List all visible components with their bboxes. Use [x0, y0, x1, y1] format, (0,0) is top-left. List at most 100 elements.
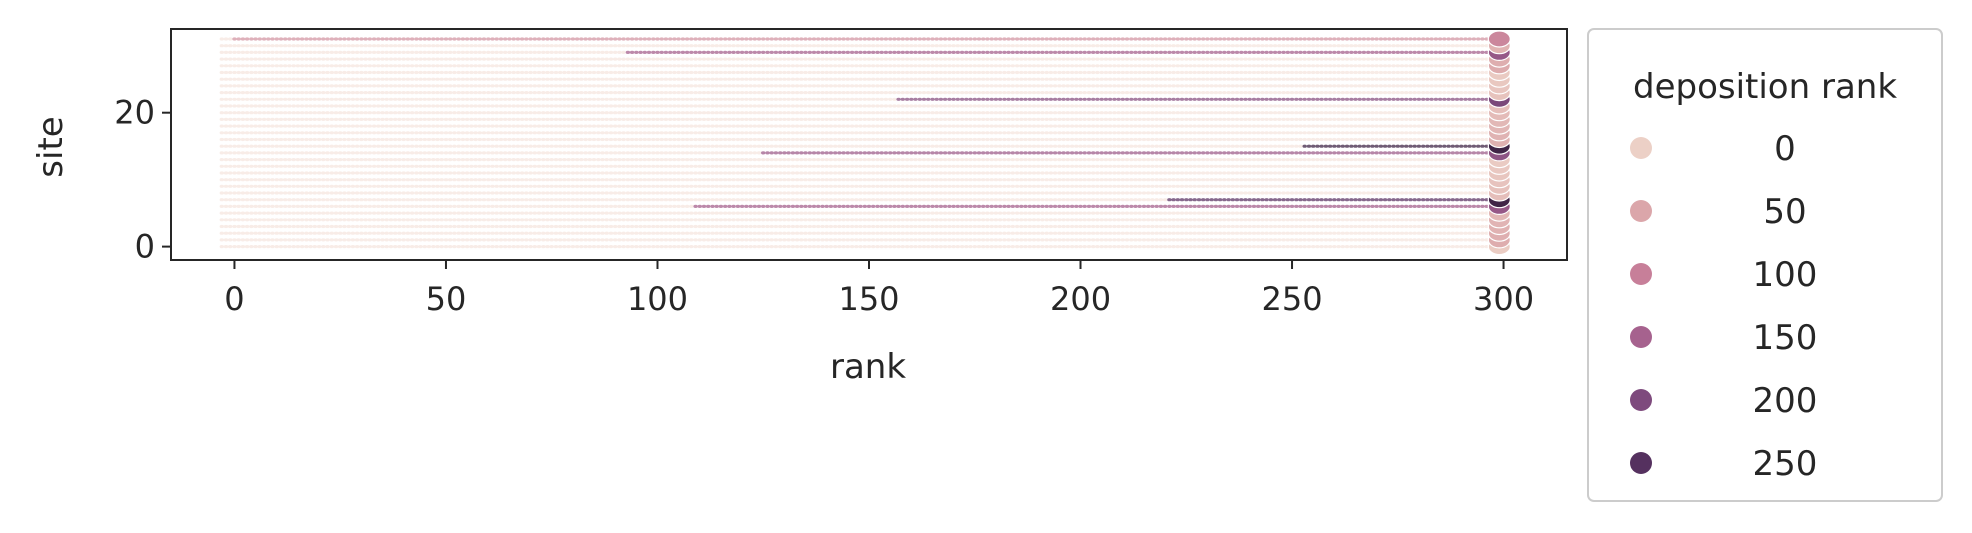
data-point [773, 164, 779, 168]
data-point [1260, 178, 1265, 182]
data-point [955, 151, 960, 155]
data-point [904, 171, 910, 175]
data-point [1226, 198, 1231, 202]
data-point [1323, 144, 1329, 148]
data-point [1459, 171, 1464, 175]
data-point [426, 224, 432, 229]
data-point [1065, 164, 1071, 168]
data-point [299, 184, 305, 188]
data-point [1289, 238, 1295, 242]
data-point [1019, 224, 1024, 229]
data-point [397, 178, 402, 182]
data-point [1437, 164, 1443, 168]
data-point [503, 164, 508, 168]
data-point [841, 238, 846, 242]
data-point [1124, 198, 1130, 202]
data-point [1133, 231, 1138, 235]
data-point [934, 211, 939, 215]
data-point [1349, 211, 1354, 215]
data-point [460, 218, 466, 222]
data-point [507, 238, 512, 242]
data-point [304, 198, 309, 202]
data-point [1416, 158, 1422, 162]
data-point [617, 171, 622, 175]
data-point [574, 198, 580, 202]
data-point [718, 245, 724, 249]
data-point [1234, 245, 1240, 249]
data-point [1382, 224, 1388, 229]
data-point [909, 178, 914, 182]
data-point [1340, 178, 1346, 182]
data-point [1336, 218, 1341, 222]
data-point [236, 144, 241, 148]
data-point [1433, 184, 1439, 188]
data-point [1353, 204, 1358, 208]
data-point [456, 184, 461, 188]
data-point [1319, 191, 1324, 195]
data-point [1027, 231, 1033, 235]
data-point [1048, 218, 1054, 222]
data-point [1061, 184, 1066, 188]
data-point [562, 164, 567, 168]
data-point [1112, 204, 1117, 208]
data-point [304, 218, 309, 222]
data-point [642, 158, 647, 162]
data-point [1243, 245, 1248, 249]
data-point [562, 178, 567, 182]
data-point [629, 218, 635, 222]
data-point [469, 245, 474, 249]
data-point [253, 144, 258, 148]
data-point [1158, 238, 1164, 242]
data-point [1391, 238, 1396, 242]
data-point [714, 231, 719, 235]
data-point [888, 231, 893, 235]
data-point [397, 224, 402, 229]
data-point [1222, 151, 1227, 155]
data-point [435, 178, 440, 182]
data-point [371, 178, 377, 182]
data-point [888, 211, 893, 215]
data-point [854, 171, 859, 175]
data-point [384, 171, 389, 175]
data-point [752, 137, 757, 142]
data-point [270, 218, 275, 222]
data-point [1002, 198, 1007, 202]
data-point [1429, 151, 1434, 155]
data-point [545, 245, 550, 249]
data-point [1268, 178, 1274, 182]
data-point [452, 171, 457, 175]
data-point [464, 151, 470, 155]
data-point [875, 198, 880, 202]
data-point [274, 137, 279, 142]
data-point [1095, 144, 1100, 148]
data-point [503, 224, 508, 229]
data-point [1251, 218, 1257, 222]
data-point [422, 151, 427, 155]
data-point [1332, 164, 1337, 168]
data-point [1251, 171, 1257, 175]
data-point [769, 191, 774, 195]
data-point [460, 137, 466, 142]
data-point [1129, 144, 1134, 148]
data-point [854, 144, 859, 148]
data-point [1184, 231, 1189, 235]
data-point [1217, 151, 1223, 155]
data-point [439, 158, 444, 162]
data-point [274, 144, 279, 148]
data-point [1277, 191, 1282, 195]
data-point [1112, 198, 1117, 202]
data-point [1302, 218, 1307, 222]
data-point [426, 184, 432, 188]
data-point [608, 204, 614, 208]
data-point [786, 144, 791, 148]
data-point [1294, 218, 1299, 222]
data-point [583, 184, 588, 188]
data-point [892, 144, 897, 148]
data-point [752, 245, 757, 249]
data-point [1277, 164, 1282, 168]
data-point [634, 144, 639, 148]
data-point [638, 198, 643, 202]
data-point [541, 184, 546, 188]
data-point [913, 218, 918, 222]
data-point [756, 171, 762, 175]
